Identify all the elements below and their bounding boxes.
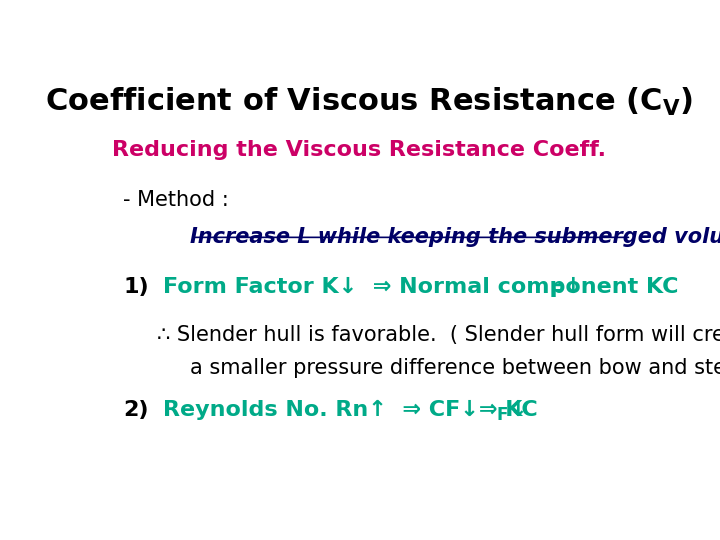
Text: a smaller pressure difference between bow and stern.): a smaller pressure difference between bo… (190, 358, 720, 378)
Text: ↓: ↓ (508, 400, 527, 420)
Text: Form Factor K↓  ⇒ Normal component KC: Form Factor K↓ ⇒ Normal component KC (163, 277, 678, 297)
Text: Reynolds No. Rn↑  ⇒ CF↓⇒ KC: Reynolds No. Rn↑ ⇒ CF↓⇒ KC (163, 400, 537, 420)
Text: Reducing the Viscous Resistance Coeff.: Reducing the Viscous Resistance Coeff. (112, 140, 606, 160)
Text: F: F (496, 406, 508, 424)
Text: 1): 1) (124, 277, 149, 297)
Text: 2): 2) (124, 400, 149, 420)
Text: ↓: ↓ (564, 277, 582, 297)
Text: ∴ Slender hull is favorable.  ( Slender hull form will create: ∴ Slender hull is favorable. ( Slender h… (157, 325, 720, 345)
Text: Coefficient of Viscous Resistance ($\mathbf{C_V}$): Coefficient of Viscous Resistance ($\mat… (45, 85, 693, 118)
Text: - Method :: - Method : (124, 190, 229, 210)
Text: F: F (551, 283, 562, 301)
Text: Increase L while keeping the submerged volume constant: Increase L while keeping the submerged v… (190, 227, 720, 247)
